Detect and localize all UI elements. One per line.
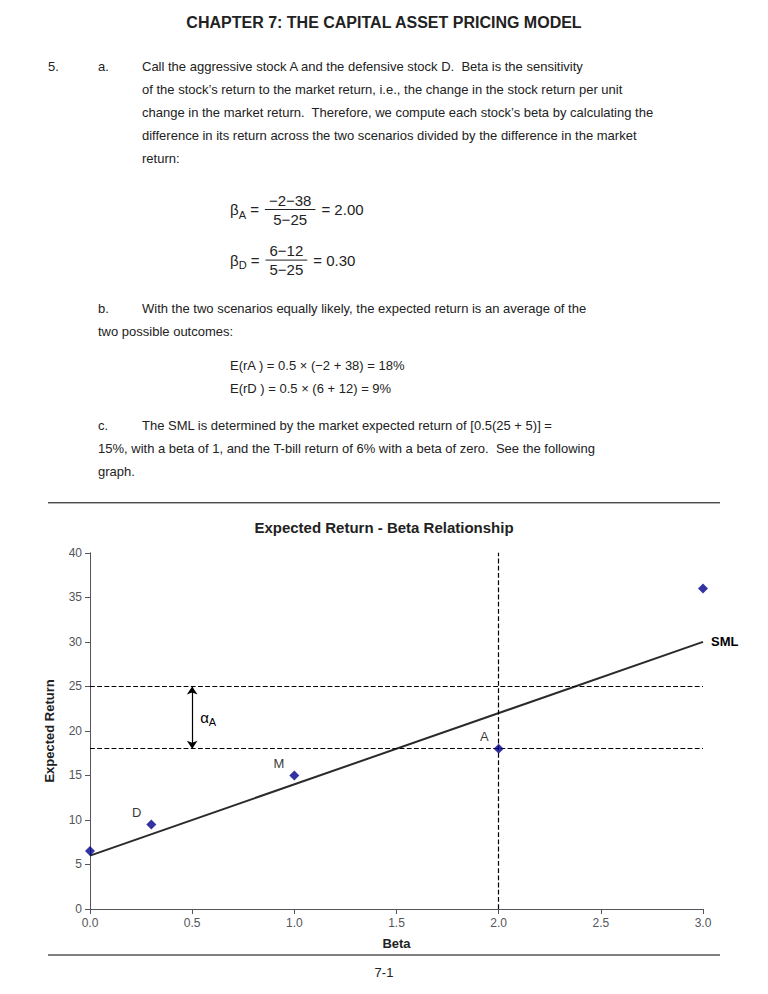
svg-text:=: = [246,201,259,218]
svg-text:α: α [200,709,209,726]
svg-text:5: 5 [75,857,82,871]
svg-text:With the two scenarios equally: With the two scenarios equally likely, t… [142,301,586,316]
svg-text:CHAPTER 7: THE CAPITAL ASSET P: CHAPTER 7: THE CAPITAL ASSET PRICING MOD… [186,14,582,31]
svg-text:D: D [132,805,141,820]
svg-text:of the stock’s return to the m: of the stock’s return to the market retu… [142,82,623,97]
svg-text:a.: a. [98,59,109,74]
svg-text:E(rA ) = 0.5 × (−2 + 38) = 18%: E(rA ) = 0.5 × (−2 + 38) = 18% [230,358,405,373]
svg-text:return:: return: [142,151,180,166]
svg-text:2.5: 2.5 [592,916,609,930]
svg-text:c.: c. [98,418,108,433]
svg-text:=: = [247,252,260,269]
svg-text:Beta: Beta [382,936,411,951]
svg-text:6−12: 6−12 [269,242,303,259]
svg-text:7-1: 7-1 [375,965,394,980]
svg-text:0.0: 0.0 [82,916,99,930]
svg-text:20: 20 [69,724,83,738]
svg-text:β: β [230,251,239,269]
svg-text:Expected Return - Beta Relatio: Expected Return - Beta Relationship [254,519,513,536]
svg-text:5−25: 5−25 [269,261,303,278]
svg-text:40: 40 [69,546,83,560]
svg-text:35: 35 [69,590,83,604]
svg-text:2.0: 2.0 [490,916,507,930]
svg-text:30: 30 [69,635,83,649]
html-text:βA: βA [230,201,246,221]
svg-text:A: A [480,729,489,744]
svg-text:0: 0 [75,902,82,916]
svg-text:SML: SML [711,634,739,649]
svg-text:two possible outcomes:: two possible outcomes: [98,324,233,339]
svg-text:difference in its return acros: difference in its return across the two … [142,128,637,143]
svg-text:25: 25 [69,679,83,693]
svg-text:0.5: 0.5 [184,916,201,930]
svg-text:1.5: 1.5 [388,916,405,930]
svg-text:15%, with a beta of 1, and the: 15%, with a beta of 1, and the T-bill re… [98,441,595,456]
svg-text:D: D [239,259,247,271]
svg-text:E(rD ) = 0.5 × (6 + 12) = 9%: E(rD ) = 0.5 × (6 + 12) = 9% [230,381,392,396]
svg-text:15: 15 [69,768,83,782]
svg-text:M: M [273,756,284,771]
svg-text:Expected Return: Expected Return [42,679,57,782]
svg-text:10: 10 [69,813,83,827]
svg-text:= 2.00: = 2.00 [321,201,363,218]
svg-text:change in the market return.: change in the market return. Therefore, … [142,105,653,120]
svg-text:Call the aggressive stock A an: Call the aggressive stock A and the defe… [142,59,583,74]
svg-text:5−25: 5−25 [273,211,307,228]
svg-text:A: A [209,716,217,728]
svg-text:The SML is determined by the m: The SML is determined by the market expe… [142,418,552,433]
svg-text:−2−38: −2−38 [269,192,312,209]
svg-text:graph.: graph. [98,464,135,479]
svg-text:= 0.30: = 0.30 [313,252,355,269]
svg-text:5.: 5. [48,59,59,74]
svg-text:b.: b. [98,301,109,316]
svg-text:3.0: 3.0 [695,916,712,930]
svg-text:1.0: 1.0 [286,916,303,930]
